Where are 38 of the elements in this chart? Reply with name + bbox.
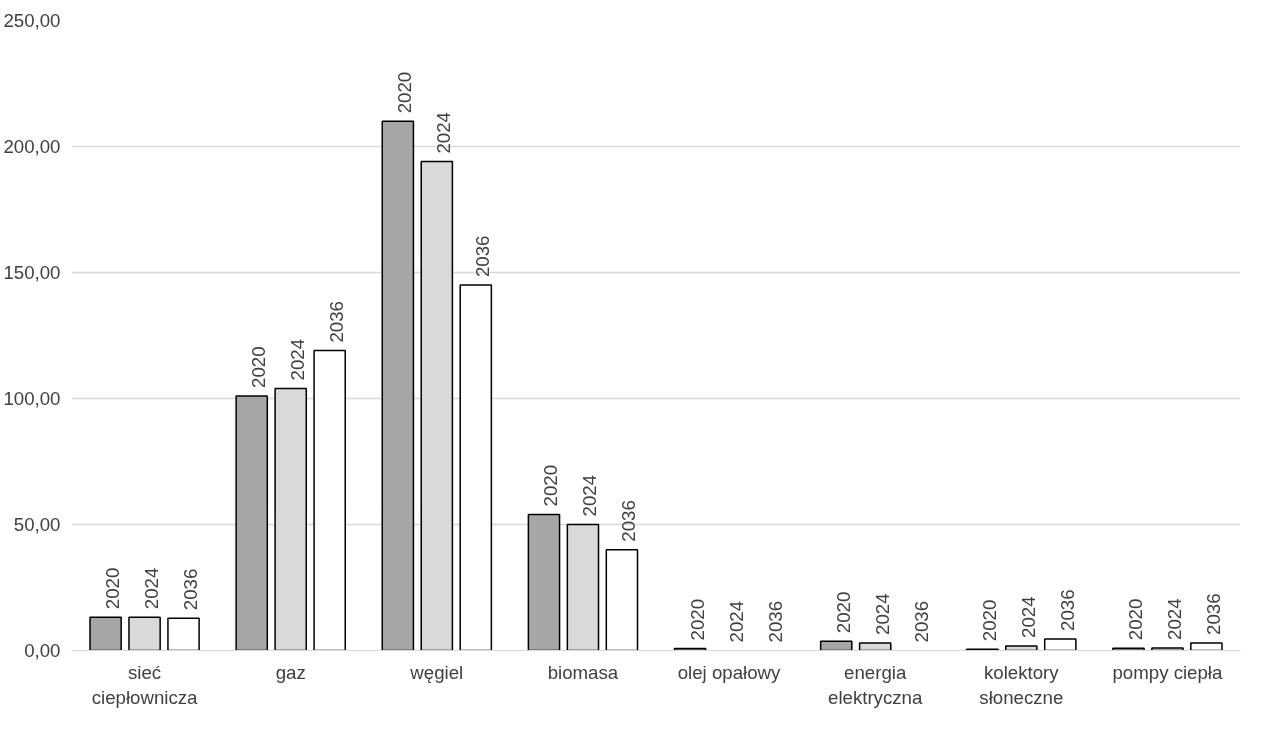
text: 2024 [433, 112, 455, 154]
x-tick-label: kolektory słoneczne [979, 661, 1064, 708]
text: 2036 [910, 600, 932, 643]
text: 2024 [1163, 598, 1185, 640]
text: 2036 [1202, 593, 1224, 635]
text: 2036 [764, 600, 786, 643]
text: 2020 [832, 591, 854, 634]
text: 2020 [102, 567, 124, 610]
text: 2020 [1124, 598, 1146, 641]
text: 2020 [978, 599, 1000, 642]
y-tick-label: 250,00 [3, 10, 61, 31]
y-tick-label: 0,00 [24, 640, 61, 661]
x-tick-label: energia elektryczna [828, 661, 923, 708]
text: 2020 [248, 346, 270, 388]
text: 2024 [1017, 596, 1039, 638]
x-tick-label: sieć ciepłownicza [91, 661, 199, 708]
y-tick-label: 200,00 [3, 136, 61, 157]
text: 2036 [326, 301, 348, 343]
x-tick-label: węgiel [409, 661, 464, 683]
y-tick-label: 50,00 [13, 514, 61, 535]
text: 2036 [1056, 589, 1078, 631]
text: 2024 [725, 600, 747, 643]
x-tick-label: olej opałowy [677, 661, 782, 683]
text: 2036 [472, 235, 494, 278]
text: 2020 [394, 71, 416, 114]
text: 2024 [579, 474, 601, 517]
x-tick-label: biomasa [547, 661, 619, 683]
y-tick-label: 100,00 [3, 388, 61, 409]
text: 2020 [686, 598, 708, 641]
x-tick-label: gaz [275, 661, 306, 683]
y-tick-label: 150,00 [3, 262, 61, 283]
text: 2020 [540, 464, 562, 507]
text: 2024 [871, 593, 893, 635]
x-tick-label: pompy ciepła [1112, 661, 1224, 683]
text: 2036 [180, 568, 202, 611]
text: 2024 [141, 567, 163, 610]
text: 2024 [287, 338, 309, 381]
text: 2036 [618, 500, 640, 542]
